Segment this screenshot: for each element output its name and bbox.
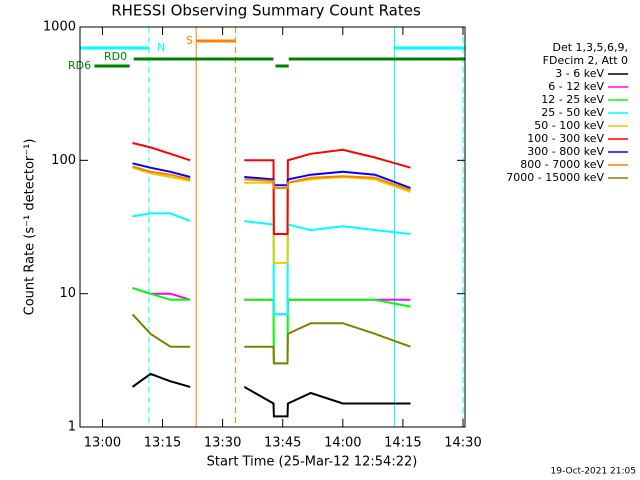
flag-label: RD0 <box>104 50 127 63</box>
flag-label: N <box>157 41 165 54</box>
series-line <box>131 313 411 365</box>
legend-label: 800 - 7000 keV <box>520 158 604 171</box>
legend-label: 3 - 6 keV <box>555 67 604 80</box>
legend-label: 6 - 12 keV <box>548 80 604 93</box>
legend-label: 300 - 800 keV <box>527 145 604 158</box>
x-tick-label: 14:00 <box>324 436 361 451</box>
y-axis-label: Count Rate (s⁻¹ detector⁻¹) <box>23 139 38 316</box>
legend-label: 100 - 300 keV <box>527 132 604 145</box>
x-tick-label: 13:15 <box>144 436 181 451</box>
timestamp: 19-Oct-2021 21:05 <box>551 467 636 477</box>
x-tick-label: 14:15 <box>384 436 421 451</box>
y-tick-label: 100 <box>51 153 76 168</box>
legend-header: Det 1,3,5,6,9, <box>552 41 628 54</box>
y-tick-label: 1000 <box>43 20 76 35</box>
series-line <box>131 372 411 418</box>
chart-title: RHESSI Observing Summary Count Rates <box>111 2 421 20</box>
legend-label: 7000 - 15000 keV <box>506 171 604 184</box>
x-tick-label: 13:00 <box>84 436 121 451</box>
legend-label: 50 - 100 keV <box>534 119 604 132</box>
x-tick-label: 14:30 <box>444 436 481 451</box>
x-axis-label: Start Time (25-Mar-12 12:54:22) <box>207 455 418 470</box>
y-tick-label: 10 <box>59 286 76 301</box>
x-tick-label: 13:45 <box>264 436 301 451</box>
series-line <box>132 165 411 191</box>
x-tick-label: 13:30 <box>204 436 241 451</box>
plot-frame <box>79 26 466 428</box>
flag-label: S <box>186 34 193 47</box>
legend-label: 12 - 25 keV <box>541 93 604 106</box>
legend-header: FDecim 2, Att 0 <box>543 54 628 67</box>
y-tick-label: 1 <box>68 420 76 435</box>
legend-label: 25 - 50 keV <box>541 106 604 119</box>
